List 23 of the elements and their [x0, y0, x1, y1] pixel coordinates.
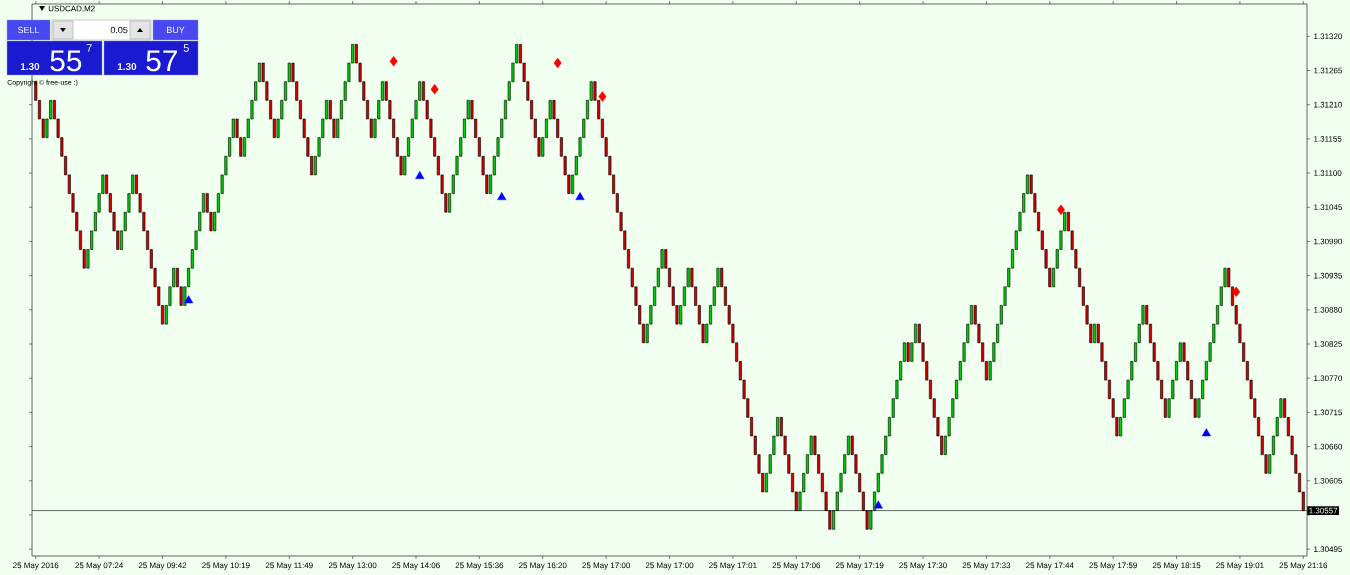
point: [430, 83, 439, 95]
point: [497, 192, 507, 201]
annotation: 7: [86, 44, 92, 52]
point: [575, 192, 585, 201]
point: [415, 170, 425, 179]
point: [184, 295, 194, 304]
annotation: 1.30: [117, 63, 137, 71]
annotation: 5: [183, 44, 189, 52]
annotation: 57: [146, 50, 177, 72]
point: [553, 57, 562, 69]
annotation: BUY: [167, 26, 185, 34]
candlestick: [906, 342, 910, 362]
point: [873, 500, 883, 509]
annotation: 0.05: [110, 26, 128, 34]
candlestick: [1093, 323, 1097, 344]
point: [1057, 204, 1065, 215]
point: [389, 55, 398, 67]
annotation: 1.30: [20, 63, 40, 71]
annotation: 55: [50, 50, 82, 72]
point: [1201, 428, 1211, 437]
annotation: SELL: [17, 26, 40, 34]
point: [598, 91, 607, 102]
point: [1232, 286, 1241, 297]
